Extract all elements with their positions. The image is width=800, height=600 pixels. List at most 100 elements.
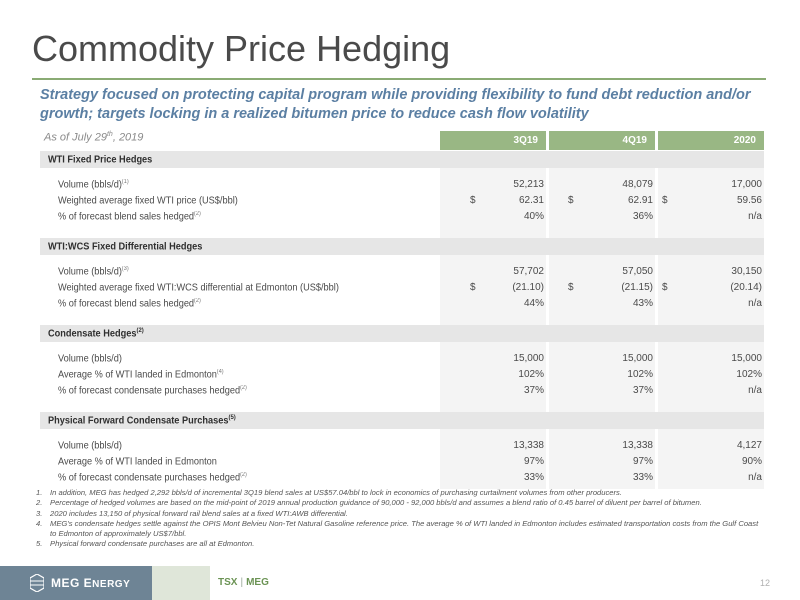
footnote-text: 2020 includes 13,150 of physical forward…	[50, 508, 348, 518]
table-row: Weighted average fixed WTI:WCS different…	[40, 281, 764, 296]
section-label: WTI Fixed Price Hedges	[48, 154, 153, 166]
footnote-number: 4.	[36, 518, 43, 528]
cell-value: 13,338	[622, 440, 653, 451]
currency-symbol: $	[568, 282, 574, 293]
row-label: Volume (bbls/d)	[58, 440, 122, 452]
page-number: 12	[760, 578, 771, 588]
cell-value: 97%	[523, 456, 544, 467]
row-label: Volume (bbls/d)(1)	[58, 179, 129, 191]
cell-value: 97%	[632, 456, 653, 467]
currency-symbol: $	[662, 282, 668, 293]
cell-value: 40%	[523, 211, 544, 222]
footnote: 3. 2020 includes 13,150 of physical forwa…	[36, 509, 766, 519]
cell-value: (20.14)	[730, 282, 762, 293]
meg-hexagon-icon	[30, 574, 44, 592]
section-header: WTI:WCS Fixed Differential Hedges	[40, 238, 764, 255]
cell-value: 59.56	[736, 195, 762, 206]
column-bg-4q19	[549, 151, 655, 489]
footnote-text: Percentage of hedged volumes are based o…	[50, 498, 702, 508]
footnote-text: Physical forward condensate purchases ar…	[50, 539, 255, 549]
cell-value: 4,127	[736, 440, 762, 451]
row-label: Volume (bbls/d)(3)	[58, 266, 129, 278]
table-row: Volume (bbls/d)(3) 57,702 57,050 30,150	[40, 265, 764, 280]
section-label: WTI:WCS Fixed Differential Hedges	[48, 241, 203, 253]
cell-value: 37%	[632, 385, 653, 396]
footnote: 2. Percentage of hedged volumes are based…	[36, 498, 766, 508]
as-of-date: As of July 29th, 2019	[44, 131, 144, 144]
cell-value: 62.91	[627, 195, 653, 206]
footnotes: 1. In addition, MEG has hedged 2,292 bbls…	[36, 488, 766, 550]
cell-value: 57,050	[622, 266, 653, 277]
column-bg-2020	[658, 151, 764, 489]
cell-value: n/a	[748, 385, 762, 396]
section-label: Condensate Hedges(2)	[48, 327, 144, 340]
footnote-number: 1.	[36, 488, 43, 497]
row-label: Average % of WTI landed in Edmonton	[58, 456, 217, 468]
cell-value: 102%	[518, 369, 544, 380]
table-row: Average % of WTI landed in Edmonton 97% 97…	[40, 455, 764, 470]
column-header-4q19: 4Q19	[549, 131, 655, 150]
row-label: % of forecast condensate purchases hedge…	[58, 472, 247, 484]
cell-value: 44%	[523, 298, 544, 309]
cell-value: 33%	[523, 472, 544, 483]
cell-value: n/a	[748, 298, 762, 309]
footnote-text: MEG's condensate hedges settle against t…	[50, 518, 759, 539]
table-row: Average % of WTI landed in Edmonton(4) 10…	[40, 368, 764, 383]
title-rule	[32, 78, 766, 80]
column-header-2020: 2020	[658, 131, 764, 150]
cell-value: n/a	[748, 472, 762, 483]
footnote-number: 5.	[36, 539, 43, 549]
cell-value: 37%	[523, 385, 544, 396]
table-row: Weighted average fixed WTI price (US$/bb…	[40, 194, 764, 209]
cell-value: 43%	[632, 298, 653, 309]
cell-value: n/a	[748, 211, 762, 222]
cell-value: 33%	[632, 472, 653, 483]
footnote: 5. Physical forward condensate purchases …	[36, 539, 766, 549]
footnote-number: 2.	[36, 498, 43, 508]
cell-value: 102%	[627, 369, 653, 380]
currency-symbol: $	[662, 195, 668, 206]
cell-value: 30,150	[731, 266, 762, 277]
cell-value: 13,338	[513, 440, 544, 451]
cell-value: 57,702	[513, 266, 544, 277]
footnote-number: 3.	[36, 508, 43, 518]
logo-text: MEG ENERGY	[51, 576, 131, 590]
cell-value: (21.10)	[512, 282, 544, 293]
currency-symbol: $	[470, 195, 476, 206]
table-row: % of forecast condensate purchases hedge…	[40, 471, 764, 486]
currency-symbol: $	[470, 282, 476, 293]
table-row: % of forecast condensate purchases hedge…	[40, 384, 764, 399]
footnote-text: In addition, MEG has hedged 2,292 bbls/d…	[50, 488, 622, 497]
footer-accent	[152, 566, 210, 600]
cell-value: 62.31	[518, 195, 544, 206]
company-logo: MEG ENERGY	[0, 566, 152, 600]
section-header: WTI Fixed Price Hedges	[40, 151, 764, 168]
row-label: Average % of WTI landed in Edmonton(4)	[58, 369, 224, 381]
page-title: Commodity Price Hedging	[32, 28, 451, 69]
table-row: % of forecast blend sales hedged(2) 44% 43…	[40, 297, 764, 312]
section-label: Physical Forward Condensate Purchases(5)	[48, 414, 236, 427]
footnote: 1. In addition, MEG has hedged 2,292 bbls…	[36, 488, 766, 498]
cell-value: 15,000	[731, 353, 762, 364]
cell-value: 36%	[632, 211, 653, 222]
cell-value: 15,000	[622, 353, 653, 364]
cell-value: 15,000	[513, 353, 544, 364]
column-headers: 3Q19 4Q19 2020	[440, 131, 764, 150]
footnote: 4. MEG's condensate hedges settle against…	[36, 519, 766, 540]
page-subtitle: Strategy focused on protecting capital p…	[40, 87, 751, 122]
column-bg-3q19	[440, 151, 546, 489]
ticker: TSX | MEG	[218, 577, 269, 588]
row-label: Volume (bbls/d)	[58, 353, 122, 365]
row-label: Weighted average fixed WTI price (US$/bb…	[58, 195, 238, 207]
cell-value: (21.15)	[621, 282, 653, 293]
table-row: Volume (bbls/d) 15,000 15,000 15,000	[40, 352, 764, 367]
cell-value: 102%	[736, 369, 762, 380]
table-row: Volume (bbls/d)(1) 52,213 48,079 17,000	[40, 178, 764, 193]
cell-value: 17,000	[731, 179, 762, 190]
section-header: Physical Forward Condensate Purchases(5)	[40, 412, 764, 429]
row-label: % of forecast blend sales hedged(2)	[58, 211, 201, 223]
section-header: Condensate Hedges(2)	[40, 325, 764, 342]
row-label: % of forecast condensate purchases hedge…	[58, 385, 247, 397]
row-label: % of forecast blend sales hedged(2)	[58, 298, 201, 310]
table-row: % of forecast blend sales hedged(2) 40% 36…	[40, 210, 764, 225]
